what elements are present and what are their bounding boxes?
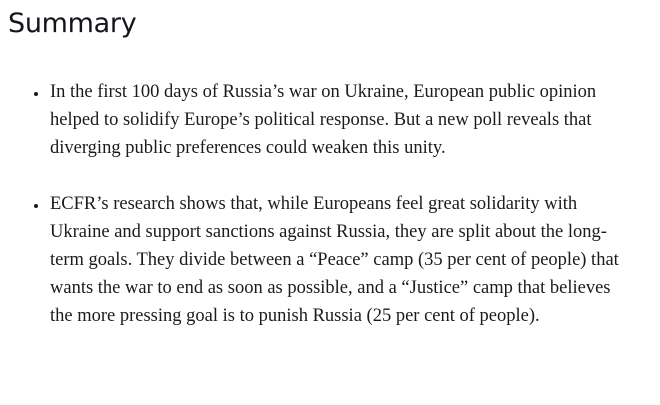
- summary-bullet-item: In the first 100 days of Russia’s war on…: [48, 78, 622, 162]
- article-summary-section: Summary In the first 100 days of Russia’…: [0, 0, 660, 330]
- summary-bullet-text: In the first 100 days of Russia’s war on…: [50, 82, 597, 158]
- summary-bullet-text: ECFR’s research shows that, while Europe…: [50, 194, 619, 326]
- summary-heading: Summary: [8, 8, 137, 39]
- summary-bullet-list: In the first 100 days of Russia’s war on…: [8, 78, 622, 330]
- summary-bullet-item: ECFR’s research shows that, while Europe…: [48, 190, 622, 330]
